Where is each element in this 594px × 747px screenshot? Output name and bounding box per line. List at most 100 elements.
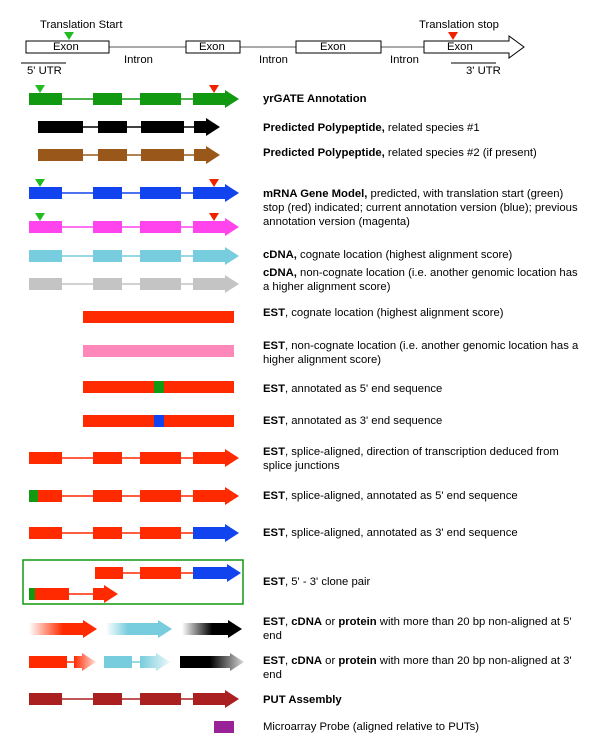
exon-block bbox=[93, 187, 122, 199]
exon-block bbox=[29, 693, 62, 705]
legend-label-polypeptide-1: Predicted Polypeptide, related species #… bbox=[263, 122, 480, 134]
exon-block bbox=[182, 623, 212, 635]
exon-block bbox=[140, 250, 181, 262]
legend-label-put: PUT Assembly bbox=[263, 694, 342, 706]
translation-start-marker bbox=[64, 32, 74, 40]
translation-stop-marker bbox=[209, 85, 219, 93]
exon-arrow bbox=[193, 524, 239, 542]
exon-block bbox=[29, 588, 35, 600]
translation-stop-marker bbox=[209, 213, 219, 221]
exon-block bbox=[214, 721, 234, 733]
exon-block bbox=[140, 221, 181, 233]
exon-label-1: Exon bbox=[53, 41, 79, 53]
translation-start-marker bbox=[35, 213, 45, 221]
exon-block bbox=[29, 187, 62, 199]
exon-arrow bbox=[193, 184, 239, 202]
exon-arrow bbox=[63, 620, 97, 638]
exon-arrow bbox=[193, 247, 239, 265]
exon-block bbox=[29, 250, 62, 262]
intron-label-3: Intron bbox=[390, 54, 419, 66]
exon-block bbox=[98, 121, 127, 133]
translation-start-marker bbox=[35, 85, 45, 93]
exon-block bbox=[140, 527, 181, 539]
exon-arrow bbox=[93, 585, 118, 603]
translation-start-marker bbox=[35, 179, 45, 187]
exon-arrow bbox=[212, 620, 242, 638]
exon-box bbox=[295, 40, 382, 54]
exon-arrow bbox=[194, 118, 220, 136]
exon-arrow bbox=[193, 275, 239, 293]
exon-block bbox=[140, 490, 181, 502]
exon-block bbox=[93, 693, 122, 705]
exon-block bbox=[29, 656, 67, 668]
legend-label-clone-pair: EST, 5' - 3' clone pair bbox=[263, 576, 371, 588]
exon-block bbox=[29, 588, 69, 600]
legend-label-est-splice-3: EST, splice-aligned, annotated as 3' end… bbox=[263, 527, 518, 539]
exon-block bbox=[93, 490, 122, 502]
legend-label-est-3end: EST, annotated as 3' end sequence bbox=[263, 415, 443, 427]
exon-block bbox=[93, 250, 122, 262]
exon-label-4: Exon bbox=[447, 41, 473, 53]
exon-block bbox=[93, 278, 122, 290]
exon-arrow bbox=[194, 146, 220, 164]
exon-arrow bbox=[193, 449, 239, 467]
legend-label-est-5end: EST, annotated as 5' end sequence bbox=[263, 383, 443, 395]
exon-block bbox=[95, 567, 123, 579]
clone-pair-frame bbox=[22, 559, 244, 605]
exon-block bbox=[141, 121, 184, 133]
translation-start-label: Translation Start bbox=[40, 19, 123, 31]
legend-label-yrgate: yrGATE Annotation bbox=[263, 93, 367, 105]
exon-arrow bbox=[193, 90, 239, 108]
legend-label-cdna-cognate: cDNA, cognate location (highest alignmen… bbox=[263, 249, 513, 261]
exon-block bbox=[29, 221, 62, 233]
exon-block bbox=[98, 149, 127, 161]
exon-block bbox=[141, 149, 184, 161]
intron-label-2: Intron bbox=[259, 54, 288, 66]
legend-label-est-splice-5: EST, splice-aligned, annotated as 5' end… bbox=[263, 490, 518, 502]
legend-label-nonaligned-3: EST, cDNA or protein with more than 20 b… bbox=[263, 655, 572, 681]
exon-block bbox=[29, 452, 62, 464]
exon-arrow bbox=[128, 620, 172, 638]
exon-arrow bbox=[140, 653, 170, 671]
exon-block bbox=[29, 278, 62, 290]
exon-block bbox=[140, 187, 181, 199]
exon-block bbox=[93, 452, 122, 464]
exon-block bbox=[140, 452, 181, 464]
exon-box bbox=[25, 40, 110, 54]
exon-label-3: Exon bbox=[320, 41, 346, 53]
exon-block bbox=[29, 490, 38, 502]
exon-block bbox=[83, 311, 234, 323]
exon-arrow bbox=[193, 564, 241, 582]
exon-block bbox=[93, 527, 122, 539]
gene-structure-header bbox=[21, 32, 525, 64]
exon-arrow bbox=[74, 653, 96, 671]
exon-block bbox=[106, 623, 128, 635]
exon-block bbox=[140, 567, 181, 579]
exon-block bbox=[140, 93, 181, 105]
utr5-label: 5' UTR bbox=[27, 65, 62, 77]
utr3-label: 3' UTR bbox=[466, 65, 501, 77]
exon-arrow-box bbox=[423, 35, 525, 59]
exon-block bbox=[83, 345, 234, 357]
exon-arrow bbox=[193, 218, 239, 236]
exon-label-2: Exon bbox=[199, 41, 225, 53]
legend-label-nonaligned-5: EST, cDNA or protein with more than 20 b… bbox=[263, 616, 572, 642]
exon-block bbox=[104, 656, 132, 668]
translation-stop-marker bbox=[448, 32, 458, 40]
exon-block bbox=[29, 527, 62, 539]
legend-label-est-noncognate: EST, non-cognate location (i.e. another … bbox=[263, 340, 579, 366]
legend-label-cdna-noncognate: cDNA, non-cognate location (i.e. another… bbox=[263, 267, 578, 293]
legend-label-microarray: Microarray Probe (aligned relative to PU… bbox=[263, 721, 479, 733]
exon-block bbox=[93, 221, 122, 233]
legend-label-est-splice: EST, splice-aligned, direction of transc… bbox=[263, 446, 559, 472]
intron-label-1: Intron bbox=[124, 54, 153, 66]
legend-label-mrna: mRNA Gene Model, predicted, with transla… bbox=[263, 188, 578, 228]
exon-arrow bbox=[210, 653, 244, 671]
exon-block bbox=[140, 693, 181, 705]
legend-label-est-cognate: EST, cognate location (highest alignment… bbox=[263, 307, 504, 319]
exon-block bbox=[29, 93, 62, 105]
exon-block bbox=[154, 415, 164, 427]
exon-block bbox=[38, 149, 83, 161]
translation-stop-marker bbox=[209, 179, 219, 187]
